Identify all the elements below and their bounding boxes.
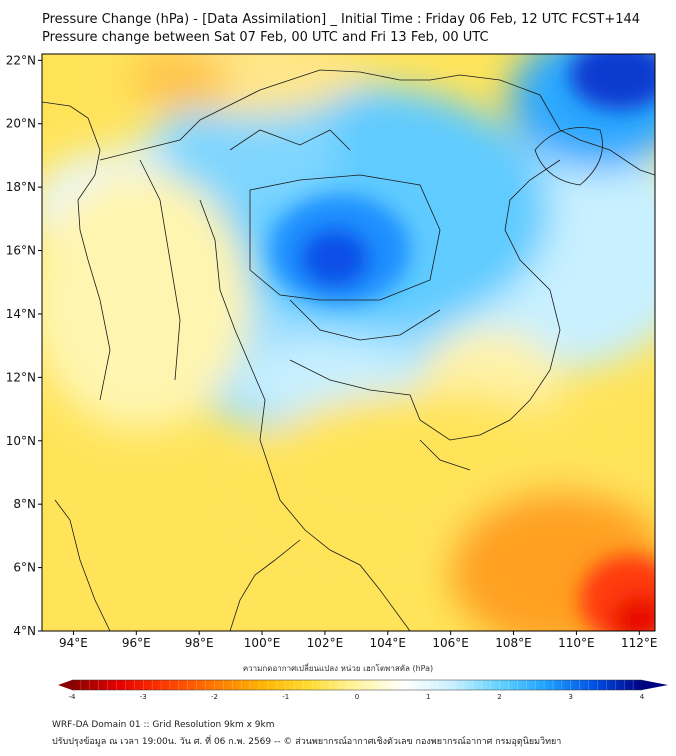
lat-tick-label: 6°N xyxy=(13,561,36,575)
coastline-borders xyxy=(42,69,655,631)
colorbar-tick-label: -3 xyxy=(140,693,147,701)
longitude-axis: 94°E 96°E 98°E 100°E 102°E 104°E 106°E 108°E 110… xyxy=(59,631,658,650)
pressure-field xyxy=(42,54,655,631)
colorbar-title: ความกดอากาศเปลี่ยนแปลง หน่วย เฮกโตพาสคัล… xyxy=(242,664,434,673)
lon-tick-label: 102°E xyxy=(307,636,344,650)
footer-credits: ปรับปรุงข้อมูล ณ เวลา 19:00น. วัน ศ. ที่… xyxy=(52,737,562,747)
colorbar: -4 -3 -2 -1 0 1 2 3 4 xyxy=(58,679,668,701)
colorbar-tick-label: -1 xyxy=(282,693,289,701)
lat-tick-label: 22°N xyxy=(6,53,36,67)
chart-title-line2: Pressure change between Sat 07 Feb, 00 U… xyxy=(42,30,489,45)
lon-tick-label: 94°E xyxy=(59,636,88,650)
lat-tick-label: 18°N xyxy=(6,180,36,194)
colorbar-max-extend xyxy=(642,680,668,690)
colorbar-tick-label: 1 xyxy=(426,693,430,701)
colorbar-min-extend xyxy=(58,680,72,690)
colorbar-tick-label: 2 xyxy=(497,693,501,701)
lon-tick-label: 96°E xyxy=(122,636,151,650)
colorbar-tick-label: 0 xyxy=(355,693,359,701)
lon-tick-label: 112°E xyxy=(621,636,658,650)
lat-tick-label: 10°N xyxy=(6,434,36,448)
chart-title-line1: Pressure Change (hPa) - [Data Assimilati… xyxy=(42,12,641,27)
latitude-axis: 4°N 6°N 8°N 10°N 12°N 14°N 16°N 18°N 20°N 22°N xyxy=(6,53,42,638)
lon-tick-label: 106°E xyxy=(432,636,469,650)
lon-tick-label: 104°E xyxy=(370,636,407,650)
colorbar-tick-label: 3 xyxy=(569,693,573,701)
map-frame xyxy=(41,53,656,632)
colorbar-tick-label: 4 xyxy=(640,693,645,701)
lon-tick-label: 100°E xyxy=(244,636,281,650)
lat-tick-label: 20°N xyxy=(6,117,36,131)
lat-tick-label: 16°N xyxy=(6,244,36,258)
lon-tick-label: 110°E xyxy=(558,636,595,650)
lon-tick-label: 108°E xyxy=(495,636,532,650)
colorbar-tick-label: -4 xyxy=(69,693,77,701)
lat-tick-label: 4°N xyxy=(13,624,36,638)
lon-tick-label: 98°E xyxy=(185,636,214,650)
footer-model-info: WRF-DA Domain 01 :: Grid Resolution 9km … xyxy=(52,720,275,730)
lat-tick-label: 12°N xyxy=(6,370,36,384)
colorbar-tick-label: -2 xyxy=(211,693,218,701)
lat-tick-label: 14°N xyxy=(6,307,36,321)
lat-tick-label: 8°N xyxy=(13,497,36,511)
